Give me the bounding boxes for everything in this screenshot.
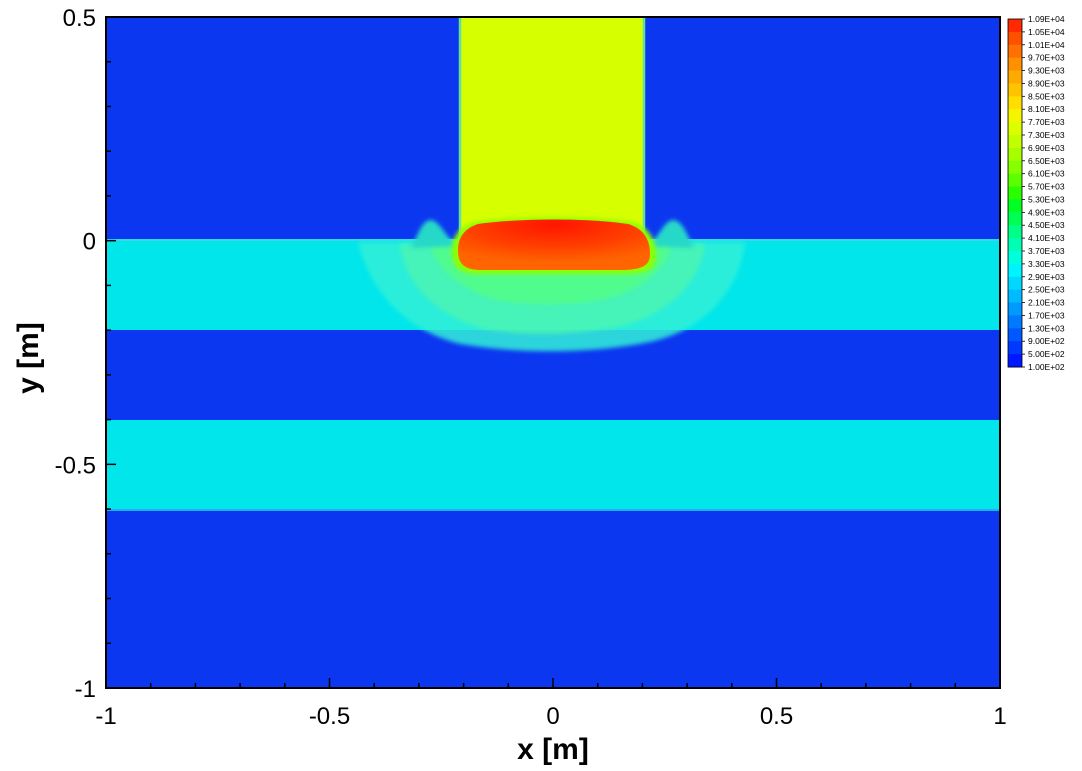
colorbar-swatch bbox=[1008, 212, 1022, 226]
y-axis-title: y [m] bbox=[12, 322, 45, 394]
y-tick-label: -1 bbox=[75, 676, 96, 703]
y-tick-label: -0.5 bbox=[55, 452, 96, 479]
colorbar-label: 8.90E+03 bbox=[1028, 78, 1065, 88]
colorbar-swatch bbox=[1008, 341, 1022, 355]
colorbar-label: 1.70E+03 bbox=[1028, 310, 1065, 320]
colorbar-label: 9.30E+03 bbox=[1028, 66, 1065, 76]
colorbar-swatch bbox=[1008, 173, 1022, 188]
colorbar-swatch bbox=[1008, 57, 1022, 72]
x-tick-label: 0 bbox=[546, 703, 559, 730]
colorbar-label: 4.90E+03 bbox=[1028, 207, 1065, 217]
colorbar-label: 5.00E+02 bbox=[1028, 349, 1065, 359]
region-jet-right bbox=[648, 220, 694, 248]
colorbar-swatch bbox=[1008, 44, 1022, 59]
colorbar-label: 5.70E+03 bbox=[1028, 182, 1065, 192]
colorbar-label: 1.01E+04 bbox=[1028, 40, 1065, 50]
region-hot-zone bbox=[458, 219, 650, 270]
x-axis-title: x [m] bbox=[517, 733, 589, 766]
y-tick-label: 0.5 bbox=[63, 5, 96, 32]
colorbar-swatch bbox=[1008, 302, 1022, 316]
colorbar-label: 5.30E+03 bbox=[1028, 194, 1065, 204]
colorbar-swatch bbox=[1008, 83, 1022, 97]
colorbar-swatch bbox=[1008, 147, 1022, 162]
colorbar-swatch bbox=[1008, 31, 1022, 46]
y-tick-label: 0 bbox=[83, 229, 96, 256]
colorbar-label: 2.10E+03 bbox=[1028, 298, 1065, 308]
colorbar-label: 2.90E+03 bbox=[1028, 272, 1065, 282]
field-plot bbox=[106, 17, 1000, 688]
colorbar-label: 4.50E+03 bbox=[1028, 220, 1065, 230]
axis-ticks bbox=[105, 16, 1001, 689]
colorbar-swatch bbox=[1008, 328, 1022, 342]
colorbar-label: 1.30E+03 bbox=[1028, 323, 1065, 333]
colorbar-label: 8.10E+03 bbox=[1028, 104, 1065, 114]
colorbar-label: 3.70E+03 bbox=[1028, 246, 1065, 256]
colorbar-label: 6.10E+03 bbox=[1028, 169, 1065, 179]
tick-labels: -1 -0.5 0 0.5 1 0.5 0 -0.5 -1 bbox=[55, 5, 1007, 730]
colorbar-frame bbox=[1007, 18, 1023, 368]
colorbar-label: 4.10E+03 bbox=[1028, 233, 1065, 243]
colorbar-swatch bbox=[1008, 122, 1022, 136]
x-tick-label: 1 bbox=[993, 703, 1006, 730]
colorbar-swatch bbox=[1008, 19, 1022, 33]
x-tick-label: -0.5 bbox=[309, 703, 350, 730]
colorbar-swatch bbox=[1008, 315, 1022, 329]
region-column bbox=[460, 17, 644, 243]
colorbar-label: 1.00E+02 bbox=[1028, 362, 1065, 372]
colorbar-swatch bbox=[1008, 70, 1022, 84]
x-tick-label: -1 bbox=[95, 703, 116, 730]
colorbar-label: 3.30E+03 bbox=[1028, 259, 1065, 269]
region-jet-left bbox=[410, 220, 458, 248]
colorbar-swatch bbox=[1008, 160, 1022, 175]
colorbar-swatch bbox=[1008, 289, 1022, 304]
colorbar-label: 6.90E+03 bbox=[1028, 143, 1065, 153]
colorbar-label: 7.70E+03 bbox=[1028, 117, 1065, 127]
region-layer-lower bbox=[106, 420, 1000, 510]
colorbar-swatch bbox=[1008, 135, 1022, 149]
colorbar-swatch bbox=[1008, 354, 1022, 368]
colorbar-label: 8.50E+03 bbox=[1028, 91, 1065, 101]
colorbar-swatch bbox=[1008, 186, 1022, 200]
colorbar: 1.09E+04 1.05E+04 1.01E+04 9.70E+03 9.30E+03… bbox=[1007, 14, 1065, 372]
colorbar-swatch bbox=[1008, 109, 1022, 123]
colorbar-label: 6.50E+03 bbox=[1028, 156, 1065, 166]
colorbar-swatch bbox=[1008, 96, 1022, 110]
colorbar-label: 9.00E+02 bbox=[1028, 336, 1065, 346]
colorbar-label: 2.50E+03 bbox=[1028, 285, 1065, 295]
x-tick-label: 0.5 bbox=[760, 703, 793, 730]
colorbar-swatch bbox=[1008, 263, 1022, 278]
colorbar-label: 1.05E+04 bbox=[1028, 27, 1065, 37]
colorbar-swatch bbox=[1008, 225, 1022, 239]
colorbar-swatch bbox=[1008, 251, 1022, 265]
colorbar-swatch bbox=[1008, 276, 1022, 291]
colorbar-swatch bbox=[1008, 238, 1022, 252]
colorbar-label: 1.09E+04 bbox=[1028, 14, 1065, 24]
colorbar-label: 7.30E+03 bbox=[1028, 130, 1065, 140]
colorbar-label: 9.70E+03 bbox=[1028, 53, 1065, 63]
colorbar-swatch bbox=[1008, 199, 1022, 213]
